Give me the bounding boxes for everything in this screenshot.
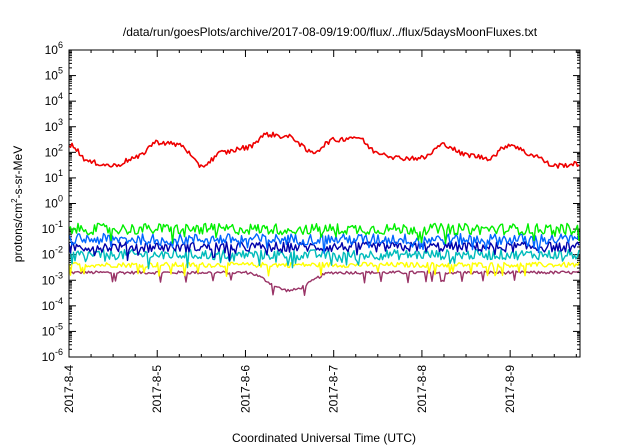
y-tick-base: 10 xyxy=(45,145,59,159)
y-tick-exp: 5 xyxy=(58,66,63,76)
y-tick-base: 10 xyxy=(42,248,56,262)
y-tick-base: 10 xyxy=(42,350,56,364)
y-tick-exp: -4 xyxy=(55,296,63,306)
y-axis-label: protons/cm2-s-sr-MeV xyxy=(10,146,25,262)
y-tick-exp: -5 xyxy=(55,321,63,331)
plot-frame xyxy=(68,49,581,358)
y-tick-label: 102 xyxy=(45,142,63,159)
y-tick-label: 10-3 xyxy=(42,270,63,287)
y-tick-base: 10 xyxy=(45,43,59,57)
y-tick-label: 10-4 xyxy=(42,296,63,313)
y-tick-exp: 6 xyxy=(58,40,63,50)
series-line-1 xyxy=(68,222,580,245)
series-line-2 xyxy=(68,232,580,254)
y-tick-base: 10 xyxy=(42,222,56,236)
chart-title: /data/run/goesPlots/archive/2017-08-09/1… xyxy=(123,25,538,39)
series-layer xyxy=(68,131,580,296)
y-tick-base: 10 xyxy=(45,197,59,211)
y-tick-base: 10 xyxy=(42,324,56,338)
y-tick-label: 105 xyxy=(45,66,63,83)
y-tick-base: 10 xyxy=(45,120,59,134)
y-tick-exp: 2 xyxy=(58,142,63,152)
y-tick-exp: 3 xyxy=(58,117,63,127)
y-tick-exp: 0 xyxy=(58,194,63,204)
y-tick-exp: -2 xyxy=(55,245,63,255)
series-line-0 xyxy=(68,131,580,169)
x-tick-label: 2017-8-5 xyxy=(150,365,164,413)
y-tick-label: 101 xyxy=(45,168,63,185)
y-axis-label-rest: -s-sr-MeV xyxy=(11,146,25,199)
y-tick-label: 10-1 xyxy=(42,219,63,236)
y-tick-label: 103 xyxy=(45,117,63,134)
y-tick-label: 100 xyxy=(45,194,63,211)
y-tick-exp: -6 xyxy=(55,347,63,357)
y-tick-base: 10 xyxy=(42,299,56,313)
y-tick-exp: -3 xyxy=(55,270,63,280)
series-line-5 xyxy=(68,261,580,277)
y-axis-ticks: 10-610-510-410-310-210-11001011021031041… xyxy=(42,40,580,364)
x-tick-label: 2017-8-6 xyxy=(238,365,252,413)
y-tick-exp: 1 xyxy=(58,168,63,178)
y-tick-label: 10-6 xyxy=(42,347,63,364)
y-tick-base: 10 xyxy=(42,273,56,287)
y-axis-label-base: protons/cm xyxy=(11,203,25,262)
y-tick-label: 106 xyxy=(45,40,63,57)
y-tick-label: 10-5 xyxy=(42,321,63,338)
y-tick-label: 10-2 xyxy=(42,245,63,262)
y-tick-base: 10 xyxy=(45,69,59,83)
y-tick-base: 10 xyxy=(45,171,59,185)
x-tick-label: 2017-8-8 xyxy=(415,365,429,413)
y-tick-base: 10 xyxy=(45,94,59,108)
y-tick-exp: -1 xyxy=(55,219,63,229)
x-axis-label: Coordinated Universal Time (UTC) xyxy=(232,431,416,445)
x-tick-label: 2017-8-4 xyxy=(62,365,76,413)
y-tick-exp: 4 xyxy=(58,91,63,101)
y-axis-label-sup: 2 xyxy=(10,198,19,203)
x-tick-label: 2017-8-9 xyxy=(503,365,517,413)
x-tick-label: 2017-8-7 xyxy=(327,365,341,413)
y-tick-label: 104 xyxy=(45,91,63,108)
